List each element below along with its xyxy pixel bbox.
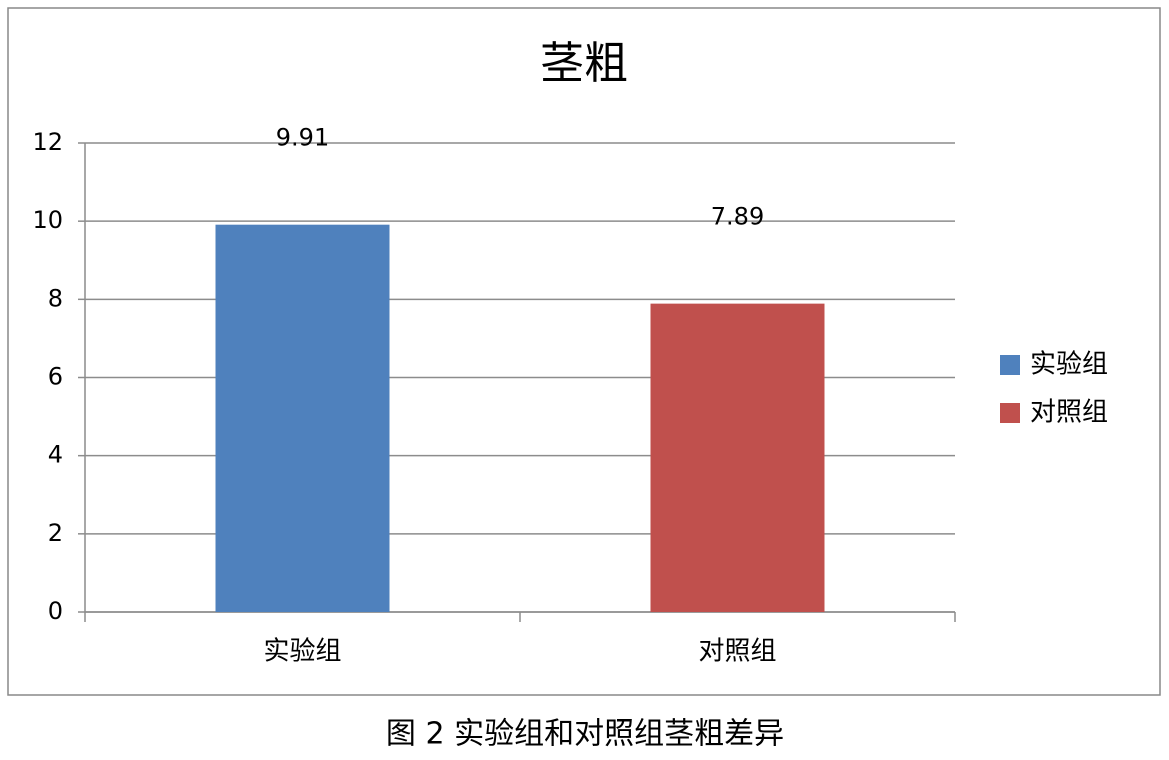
y-tick-label: 12 — [32, 128, 63, 156]
y-tick-label: 8 — [48, 284, 63, 312]
bar — [215, 224, 390, 612]
y-tick-label: 10 — [32, 206, 63, 234]
x-tick-label: 实验组 — [263, 637, 341, 667]
chart-frame — [7, 7, 1161, 696]
caption: 图 2 实验组和对照组茎粗差异 — [386, 717, 784, 752]
legend-swatch — [1000, 403, 1020, 423]
value-label: 7.89 — [711, 203, 764, 231]
value-label: 9.91 — [276, 124, 329, 152]
x-tick-label: 对照组 — [698, 637, 776, 667]
legend-label: 对照组 — [1030, 398, 1108, 428]
y-tick-label: 4 — [48, 441, 63, 469]
y-tick-label: 6 — [48, 363, 63, 391]
y-tick-label: 2 — [48, 519, 63, 547]
y-tick-label: 0 — [48, 597, 63, 625]
legend-label: 实验组 — [1030, 350, 1108, 380]
bar — [650, 303, 825, 612]
chart-title: 茎粗 — [540, 38, 628, 89]
legend-swatch — [1000, 355, 1020, 375]
